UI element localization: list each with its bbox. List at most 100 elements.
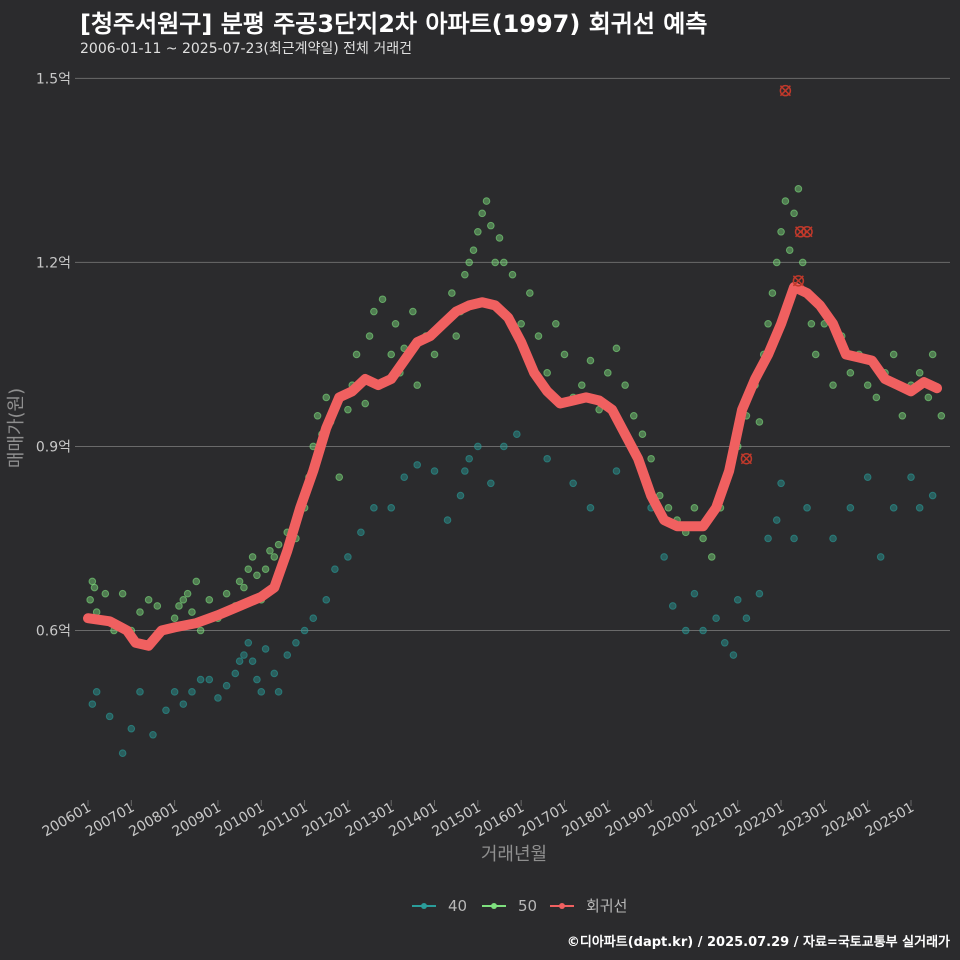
series-40-points — [88, 430, 937, 757]
point-50 — [409, 307, 417, 316]
point-50 — [474, 227, 482, 236]
point-50 — [526, 289, 534, 297]
point-40 — [257, 688, 266, 696]
point-50 — [898, 411, 907, 420]
outlier-marker — [779, 84, 792, 97]
point-40 — [292, 638, 300, 647]
point-40 — [513, 430, 521, 439]
outlier-ring — [794, 226, 807, 238]
point-40 — [430, 467, 439, 475]
legend-label: 50 — [518, 897, 537, 915]
point-50 — [322, 393, 331, 402]
point-40 — [136, 688, 144, 696]
legend-item: 40 — [412, 897, 467, 915]
point-50 — [846, 369, 855, 377]
point-50 — [196, 626, 205, 635]
x-tick-label: 202401 — [819, 800, 873, 841]
point-50 — [560, 350, 569, 359]
point-50 — [391, 319, 400, 328]
point-50 — [270, 553, 279, 561]
point-40 — [222, 681, 231, 690]
point-50 — [361, 399, 370, 408]
point-50 — [863, 381, 872, 389]
point-40 — [274, 688, 283, 696]
x-tick-label: 202101 — [689, 800, 743, 841]
point-50 — [240, 583, 248, 592]
point-50 — [707, 553, 716, 561]
point-40 — [196, 675, 205, 684]
x-tick-label: 201601 — [473, 800, 527, 841]
point-50 — [387, 350, 396, 359]
point-50 — [543, 369, 551, 377]
legend-item: 회귀선 — [550, 897, 627, 915]
point-50 — [365, 332, 374, 340]
x-tick-label: 201201 — [300, 800, 354, 841]
outlier-marker — [792, 275, 805, 287]
outlier-cross — [801, 226, 813, 238]
point-50 — [500, 258, 508, 267]
x-tick-label: 201401 — [386, 800, 440, 841]
chart-title: [청주서원구] 분평 주공3단지2차 아파트(1997) 회귀선 예측 — [80, 10, 708, 38]
point-40 — [300, 626, 309, 635]
point-40 — [240, 651, 248, 659]
point-40 — [729, 651, 738, 659]
point-50 — [872, 393, 881, 402]
point-40 — [733, 596, 742, 604]
point-50 — [175, 602, 183, 610]
point-40 — [928, 491, 937, 500]
y-tick-label: 0.6억 — [36, 624, 71, 640]
point-40 — [188, 688, 196, 696]
y-axis-title: 매매가(원) — [6, 388, 27, 468]
point-50 — [777, 227, 785, 236]
y-tick-label: 1.2억 — [36, 255, 71, 271]
point-50 — [266, 546, 274, 555]
point-40 — [105, 712, 114, 721]
point-40 — [790, 534, 798, 543]
point-40 — [681, 626, 690, 635]
point-50 — [461, 270, 469, 279]
point-40 — [803, 504, 811, 512]
point-50 — [534, 332, 543, 340]
point-50 — [807, 319, 816, 328]
x-tick-label: 200601 — [40, 800, 94, 841]
point-50 — [772, 258, 781, 267]
source-caption: ©디아파트(dapt.kr) / 2025.07.29 / 자료=국토교통부 실… — [566, 935, 950, 950]
x-tick-label: 202501 — [863, 800, 917, 841]
x-tick-label: 200801 — [126, 800, 180, 841]
point-50 — [261, 565, 270, 573]
point-40 — [612, 467, 621, 475]
point-50 — [586, 356, 595, 365]
point-50 — [603, 369, 612, 377]
point-50 — [188, 608, 196, 616]
point-50 — [781, 197, 790, 205]
x-tick-label: 201701 — [516, 800, 570, 841]
point-40 — [829, 534, 837, 543]
series-50-points — [84, 185, 946, 635]
point-50 — [118, 589, 127, 598]
point-40 — [712, 614, 720, 623]
point-40 — [387, 504, 396, 512]
point-40 — [461, 467, 469, 475]
point-50 — [313, 411, 322, 420]
point-50 — [664, 504, 673, 512]
x-tick-label: 201301 — [343, 800, 397, 841]
chart-subtitle: 2006-01-11 ~ 2025-07-23(최근계약일) 전체 거래건 — [80, 41, 412, 57]
point-40 — [248, 657, 257, 665]
point-50 — [889, 350, 898, 359]
point-40 — [764, 534, 772, 543]
x-tick-label: 202001 — [646, 800, 700, 841]
legend-dot — [421, 903, 427, 909]
outlier-cross — [779, 85, 791, 97]
point-50 — [448, 289, 456, 297]
point-50 — [274, 540, 283, 549]
x-axis-ticks: 2006012007012008012009012010012011012012… — [40, 800, 917, 841]
point-50 — [465, 258, 473, 267]
point-50 — [144, 596, 153, 604]
point-40 — [720, 638, 729, 647]
point-50 — [253, 571, 261, 580]
grid-lines — [75, 77, 950, 632]
outlier-ring — [740, 452, 753, 465]
outlier-marker — [801, 226, 813, 238]
point-50 — [508, 270, 517, 279]
point-40 — [244, 638, 253, 647]
